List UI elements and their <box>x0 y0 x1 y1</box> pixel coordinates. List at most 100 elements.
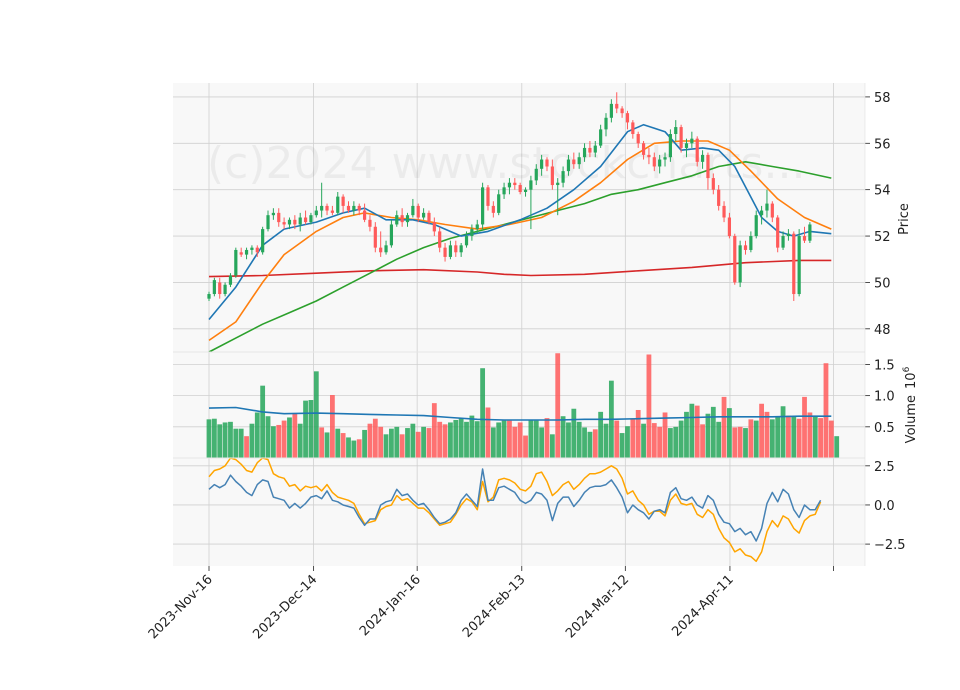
candle <box>223 282 227 297</box>
candle-body <box>438 231 442 248</box>
volume-axis: 0.5 1.0 1.5 <box>865 358 895 436</box>
candle-body <box>261 229 265 253</box>
candle <box>593 140 597 158</box>
volume-bar <box>448 422 453 458</box>
candle-body <box>599 129 603 146</box>
candle-body <box>615 103 619 109</box>
candle <box>717 185 721 211</box>
candle <box>604 113 608 137</box>
volume-bar <box>410 423 416 458</box>
candle <box>679 124 683 153</box>
candle <box>352 201 356 216</box>
volume-label-text: Volume <box>904 395 919 443</box>
candle-body <box>513 182 517 186</box>
candle-body <box>293 219 297 225</box>
candle <box>647 147 651 165</box>
volume-bar <box>464 421 469 458</box>
oscillator-panel-background <box>173 458 865 566</box>
candle-body <box>352 205 356 211</box>
candle <box>362 203 367 223</box>
volume-bar <box>828 420 834 458</box>
candle <box>727 212 732 239</box>
candle-body <box>250 247 254 250</box>
y-tick-label: 2.5 <box>874 460 895 475</box>
candle-body <box>389 224 394 246</box>
candle-body <box>668 134 672 158</box>
candle <box>625 110 630 130</box>
candle <box>336 191 340 216</box>
candle-body <box>405 215 410 223</box>
candle-body <box>700 154 705 162</box>
candle-body <box>722 205 726 218</box>
volume-bar <box>485 407 491 458</box>
volume-bar <box>571 408 577 458</box>
candle-body <box>695 138 699 162</box>
volume-bar <box>657 426 663 458</box>
volume-bar <box>319 427 325 458</box>
candle <box>588 140 592 158</box>
candle <box>395 210 399 227</box>
volume-bar <box>684 411 689 458</box>
candle <box>668 129 672 162</box>
candle-body <box>464 236 469 246</box>
ma-fast-line <box>208 123 832 321</box>
candle <box>325 203 329 216</box>
volume-bar <box>228 421 233 458</box>
candle-body <box>244 249 249 255</box>
candle-body <box>362 210 367 220</box>
candle <box>261 226 265 255</box>
volume-bar <box>823 363 829 458</box>
volume-bar <box>555 353 561 458</box>
candle <box>411 198 415 218</box>
volume-bar <box>753 420 759 458</box>
oscillator-lines <box>208 457 822 563</box>
volume-bar <box>592 429 598 458</box>
candle-body <box>395 215 399 225</box>
candle-body <box>416 205 420 218</box>
candle <box>400 208 404 227</box>
candle-body <box>625 113 630 123</box>
volume-bar <box>807 412 813 458</box>
candle-body <box>529 180 533 190</box>
volume-label-exp: 10 <box>904 372 919 389</box>
volume-bar <box>249 423 255 458</box>
volume-bar <box>614 420 620 458</box>
x-tick-label: 2024-Jan-16 <box>357 572 424 639</box>
volume-bar <box>480 368 486 458</box>
y-tick-label: 56 <box>874 137 891 152</box>
candle-body <box>432 222 436 232</box>
candle <box>357 203 361 216</box>
volume-bar <box>362 429 367 458</box>
candle <box>711 173 715 195</box>
volume-bar <box>324 432 330 458</box>
volume-bar <box>490 427 496 458</box>
candle-body <box>336 196 340 213</box>
candle <box>212 277 216 297</box>
candle-body <box>234 249 238 276</box>
candle <box>540 154 544 176</box>
volume-bar <box>646 354 652 458</box>
x-tick-label: 2024-Feb-13 <box>460 572 529 641</box>
candle-body <box>604 117 608 130</box>
candle <box>486 185 490 211</box>
volume-bar <box>737 426 743 458</box>
candle-body <box>593 145 597 153</box>
candle <box>422 208 426 220</box>
candle <box>770 201 774 223</box>
candle-body <box>523 189 528 192</box>
candle <box>448 240 453 260</box>
volume-bar <box>501 420 507 458</box>
candle-body <box>727 217 732 237</box>
volume-bar <box>576 421 582 458</box>
candle-body <box>239 252 243 255</box>
candle-body <box>255 247 259 253</box>
candle <box>234 247 238 278</box>
candle <box>615 92 619 114</box>
volume-bar <box>705 413 711 458</box>
candle <box>534 164 538 186</box>
candle-body <box>400 215 404 223</box>
candle-body <box>749 236 753 250</box>
candle <box>405 212 410 227</box>
volume-bar <box>560 416 566 458</box>
candle <box>513 178 517 190</box>
